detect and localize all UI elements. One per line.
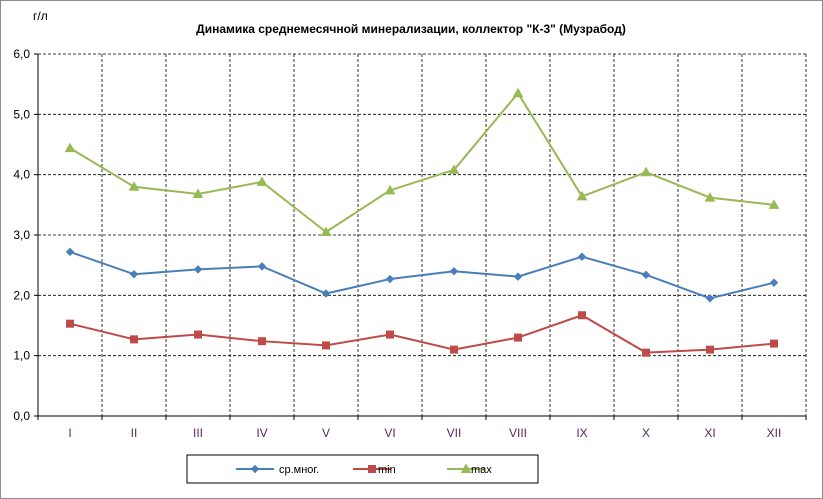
series-line	[69, 250, 775, 300]
point-marker	[128, 181, 140, 191]
point-marker	[577, 252, 587, 261]
y-tick-label: 2,0	[13, 288, 30, 302]
y-tick-label: 1,0	[13, 349, 30, 363]
point-marker	[320, 226, 332, 236]
point-marker	[450, 345, 458, 354]
series-triangle	[64, 87, 780, 236]
point-marker	[705, 294, 715, 303]
point-marker	[704, 192, 716, 202]
point-marker	[192, 188, 204, 198]
x-tick-label: III	[193, 426, 203, 440]
legend-item: ср.мног.	[236, 464, 319, 476]
point-marker	[449, 266, 459, 276]
point-marker	[66, 319, 74, 328]
point-marker	[514, 333, 522, 342]
point-marker	[768, 199, 780, 209]
series-line	[69, 314, 775, 354]
point-marker	[706, 345, 714, 354]
point-marker	[578, 311, 586, 320]
series-line	[69, 91, 775, 234]
point-marker	[770, 339, 778, 348]
legend-label: max	[471, 464, 492, 476]
point-marker	[256, 176, 268, 186]
legend-label: ср.мног.	[279, 464, 319, 476]
x-tick-label: IV	[256, 426, 267, 440]
x-tick-label: II	[131, 426, 138, 440]
x-tick-label: IX	[576, 426, 587, 440]
x-tick-label: X	[642, 426, 650, 440]
y-tick-label: 3,0	[13, 228, 30, 242]
point-marker	[641, 270, 651, 280]
x-tick-label: XI	[704, 426, 715, 440]
x-tick-label: VI	[384, 426, 395, 440]
point-marker	[322, 341, 330, 350]
point-marker	[642, 348, 650, 357]
x-tick-label: XII	[767, 426, 782, 440]
x-tick-label: I	[68, 426, 71, 440]
point-marker	[130, 335, 138, 344]
point-marker	[250, 464, 260, 474]
y-tick-label: 0,0	[13, 409, 30, 423]
point-marker	[460, 463, 472, 473]
series-diamond	[65, 247, 779, 303]
point-marker	[512, 87, 524, 98]
plot-area: 0,01,02,03,04,05,06,0I II III IV V VI VII VIII I…	[13, 47, 807, 440]
y-tick-label: 5,0	[13, 107, 30, 121]
point-marker	[193, 265, 203, 274]
point-marker	[640, 166, 652, 177]
point-marker	[65, 247, 75, 257]
point-marker	[194, 330, 202, 339]
x-tick-label: V	[322, 426, 330, 440]
series-square	[66, 311, 778, 357]
point-marker	[64, 142, 76, 153]
legend-item: max	[447, 463, 492, 476]
legend: ср.мног. min max	[186, 454, 539, 484]
point-marker	[258, 337, 266, 346]
y-tick-label: 6,0	[13, 47, 30, 61]
point-marker	[129, 270, 139, 279]
point-marker	[385, 274, 395, 284]
x-tick-label: VIII	[509, 426, 527, 440]
y-tick-label: 4,0	[13, 168, 30, 182]
point-marker	[513, 272, 523, 281]
point-marker	[386, 330, 394, 339]
x-tick-label: VII	[447, 426, 462, 440]
legend-item: min	[353, 464, 396, 476]
chart-title: Динамика среднемесячной минерализации, к…	[196, 22, 626, 36]
point-marker	[321, 289, 331, 298]
point-marker	[257, 262, 267, 271]
point-marker	[576, 190, 588, 201]
point-marker	[368, 465, 376, 473]
point-marker	[769, 278, 779, 287]
legend-label: min	[378, 464, 396, 476]
point-marker	[384, 184, 396, 195]
point-marker	[448, 164, 460, 174]
y-unit-label: г/л	[33, 9, 48, 23]
